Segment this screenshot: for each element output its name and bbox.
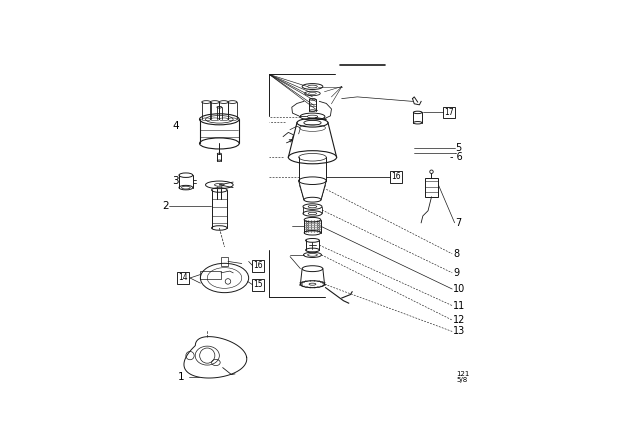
Text: 3: 3 — [172, 177, 179, 186]
Text: 4: 4 — [172, 121, 179, 131]
Text: 10: 10 — [453, 284, 465, 294]
Text: 5: 5 — [456, 142, 462, 153]
Text: 14: 14 — [178, 273, 188, 283]
Text: 2: 2 — [162, 201, 168, 211]
Text: 13: 13 — [453, 327, 465, 336]
Text: 11: 11 — [453, 301, 465, 310]
Text: 17: 17 — [444, 108, 454, 117]
Bar — [221, 257, 228, 266]
Text: 1: 1 — [178, 372, 185, 382]
Text: 5/8: 5/8 — [456, 377, 468, 383]
Text: 8: 8 — [453, 249, 459, 259]
Text: 7: 7 — [455, 218, 461, 228]
Text: 12: 12 — [453, 315, 465, 325]
Text: 16: 16 — [253, 262, 262, 271]
Text: 15: 15 — [253, 280, 262, 289]
Bar — [200, 271, 221, 279]
Text: 9: 9 — [453, 268, 459, 278]
Text: 121: 121 — [456, 371, 470, 377]
Text: - 6: - 6 — [450, 152, 463, 162]
Text: 16: 16 — [391, 172, 401, 181]
Bar — [424, 178, 438, 197]
